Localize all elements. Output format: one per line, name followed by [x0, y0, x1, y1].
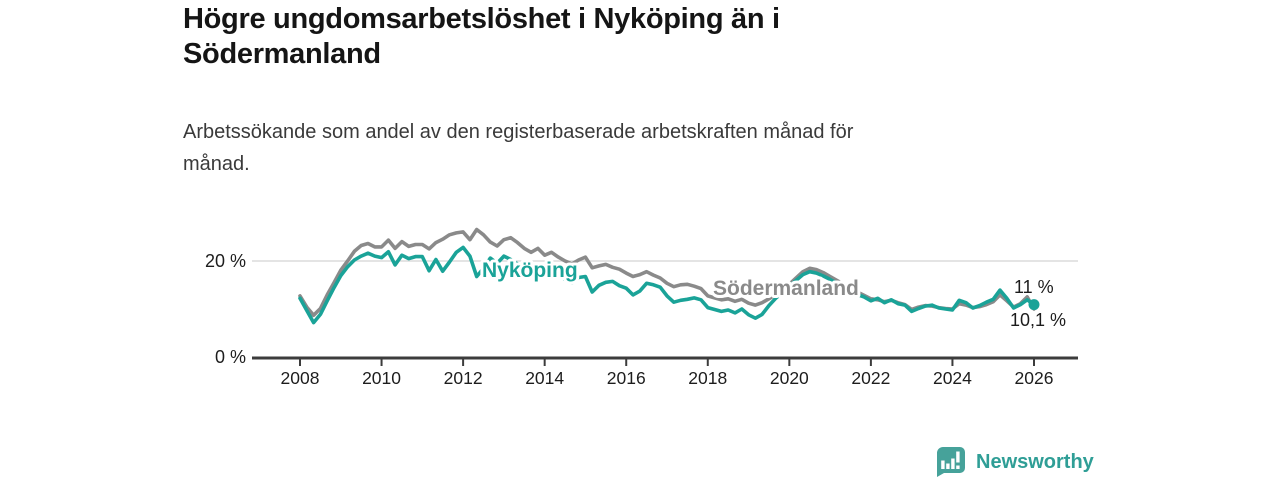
newsworthy-logo-icon[interactable] [935, 446, 967, 479]
chart-title-line1: Högre ungdomsarbetslöshet i Nyköping än … [183, 3, 780, 35]
x-tick-label: 2024 [933, 368, 972, 388]
series-label-nykoping: Nyköping [482, 259, 578, 282]
chart-subtitle-line1: Arbetssökande som andel av den registerb… [183, 121, 854, 143]
x-tick-label: 2016 [607, 368, 646, 388]
brand-footer[interactable]: Newsworthy [935, 446, 1094, 479]
bar-chart-glyph [941, 451, 960, 469]
x-tick-label: 2012 [444, 368, 483, 388]
end-value-label-sodermanland: 10,1 % [1010, 310, 1066, 330]
x-tick-label: 2010 [362, 368, 401, 388]
x-tick-label: 2026 [1015, 368, 1054, 388]
line-nykoping [298, 245, 1036, 325]
x-tick-label: 2020 [770, 368, 809, 388]
chart-title: Högre ungdomsarbetslöshet i Nyköping än … [183, 2, 780, 72]
x-axis-ticks: 2008 2010 2012 2014 2016 2018 2020 2022 2024 2026 [281, 358, 1054, 388]
line-sodermanland [298, 227, 1036, 318]
chart-title-line2: Södermanland [183, 38, 381, 70]
x-tick-label: 2008 [281, 368, 320, 388]
chart-subtitle-line2: månad. [183, 153, 250, 175]
series-end-dot [1028, 299, 1040, 311]
x-tick-label: 2014 [525, 368, 564, 388]
chart-subtitle: Arbetssökande som andel av den registerb… [183, 116, 853, 180]
x-tick-label: 2018 [688, 368, 727, 388]
y-tick-label-20: 20 % [205, 251, 246, 271]
series-label-sodermanland: Södermanland [713, 277, 859, 300]
brand-name[interactable]: Newsworthy [976, 451, 1094, 473]
x-tick-label: 2022 [851, 368, 890, 388]
y-tick-label-0: 0 % [215, 347, 246, 367]
end-value-label-nykoping: 11 % [1014, 277, 1054, 297]
